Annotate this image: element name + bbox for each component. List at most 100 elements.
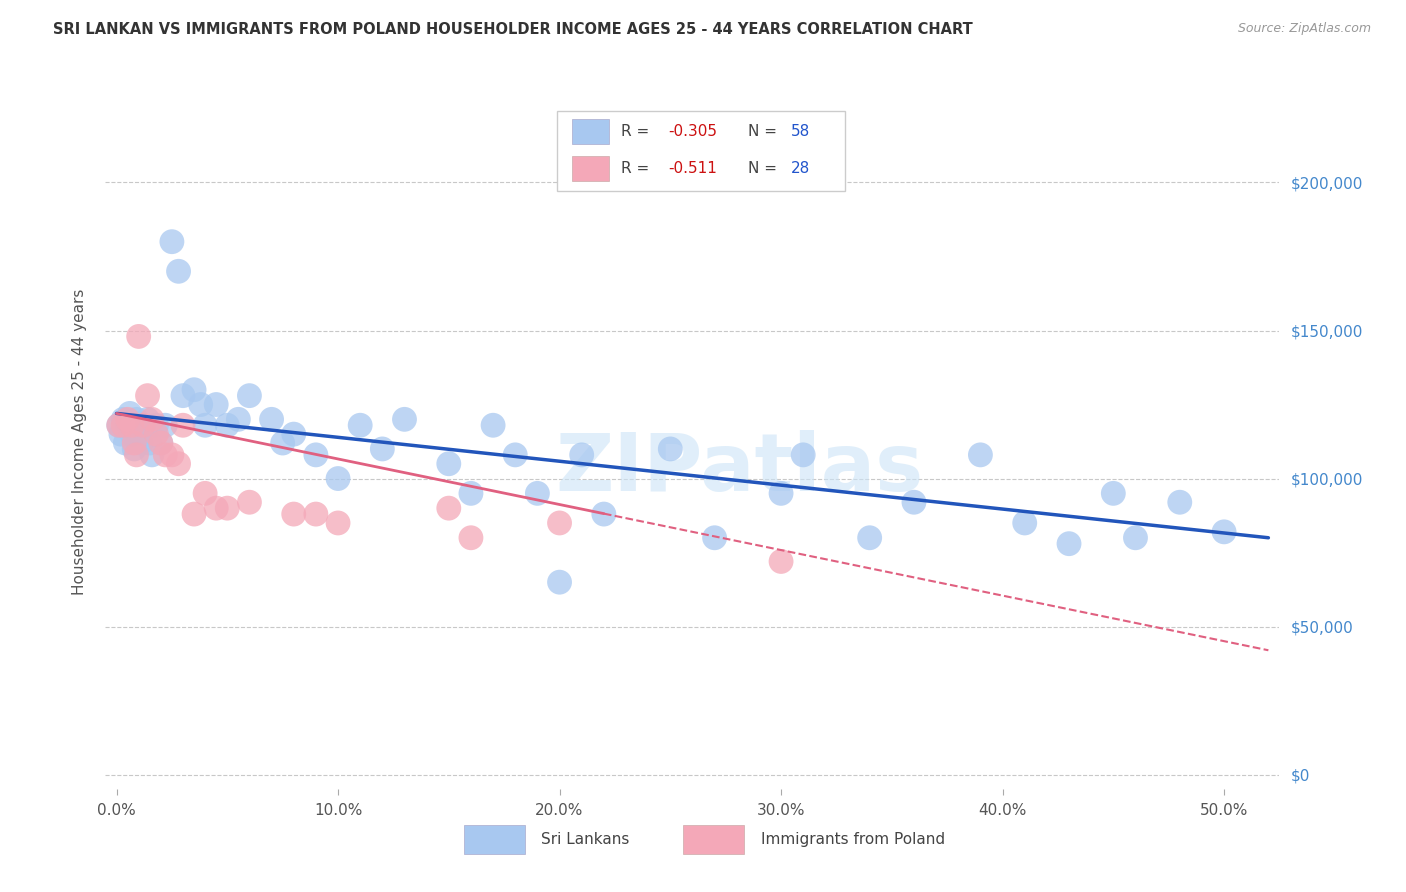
Point <box>172 389 194 403</box>
Point <box>183 507 205 521</box>
Point <box>228 412 250 426</box>
Point <box>283 427 305 442</box>
Text: R =: R = <box>621 161 650 176</box>
Point <box>183 383 205 397</box>
Point <box>118 406 141 420</box>
Point <box>703 531 725 545</box>
Point <box>190 398 212 412</box>
Point <box>548 516 571 530</box>
Point <box>136 389 159 403</box>
FancyBboxPatch shape <box>571 155 609 180</box>
Point <box>128 329 150 343</box>
Point <box>107 418 129 433</box>
Point <box>1014 516 1036 530</box>
Point <box>167 264 190 278</box>
Point <box>571 448 593 462</box>
Point <box>136 412 159 426</box>
Text: Immigrants from Poland: Immigrants from Poland <box>761 832 945 847</box>
Text: SRI LANKAN VS IMMIGRANTS FROM POLAND HOUSEHOLDER INCOME AGES 25 - 44 YEARS CORRE: SRI LANKAN VS IMMIGRANTS FROM POLAND HOU… <box>53 22 973 37</box>
Point <box>659 442 682 456</box>
Point <box>117 418 139 433</box>
Text: R =: R = <box>621 124 650 139</box>
Point <box>155 418 177 433</box>
Point <box>217 501 239 516</box>
Text: 58: 58 <box>792 124 810 139</box>
Point <box>371 442 394 456</box>
Point <box>326 471 349 485</box>
Point <box>107 418 129 433</box>
Point <box>134 427 156 442</box>
Point <box>969 448 991 462</box>
Y-axis label: Householder Income Ages 25 - 44 years: Householder Income Ages 25 - 44 years <box>72 288 87 595</box>
Point <box>1057 537 1080 551</box>
Point <box>145 427 167 442</box>
Point <box>128 424 150 438</box>
Point <box>394 412 416 426</box>
Point <box>526 486 548 500</box>
Point <box>482 418 505 433</box>
Point <box>205 501 228 516</box>
Point <box>121 418 143 433</box>
Point <box>460 486 482 500</box>
Point <box>903 495 925 509</box>
Point <box>149 436 172 450</box>
Point <box>437 457 460 471</box>
Text: -0.305: -0.305 <box>668 124 717 139</box>
Point <box>205 398 228 412</box>
Point <box>326 516 349 530</box>
Point <box>1102 486 1125 500</box>
Point <box>1125 531 1147 545</box>
Text: Source: ZipAtlas.com: Source: ZipAtlas.com <box>1237 22 1371 36</box>
Point <box>859 531 882 545</box>
Text: N =: N = <box>748 161 776 176</box>
Point <box>548 575 571 590</box>
Point <box>122 436 145 450</box>
Point <box>460 531 482 545</box>
Point <box>283 507 305 521</box>
Point <box>194 486 217 500</box>
Point <box>145 418 167 433</box>
Point <box>141 448 163 462</box>
Text: N =: N = <box>748 124 776 139</box>
Point <box>125 448 148 462</box>
Point <box>141 412 163 426</box>
Point <box>305 507 328 521</box>
Point <box>503 448 526 462</box>
Point <box>271 436 294 450</box>
Point <box>167 457 190 471</box>
Point <box>114 436 136 450</box>
Point <box>132 418 155 433</box>
Point <box>238 389 260 403</box>
Point <box>110 427 132 442</box>
Text: 28: 28 <box>792 161 810 176</box>
Point <box>349 418 371 433</box>
FancyBboxPatch shape <box>571 120 609 145</box>
Point <box>117 412 139 426</box>
Point <box>129 436 152 450</box>
Point <box>139 436 162 450</box>
FancyBboxPatch shape <box>557 111 845 191</box>
Point <box>260 412 283 426</box>
Point <box>770 554 793 568</box>
Point <box>592 507 614 521</box>
Text: ZIPatlas: ZIPatlas <box>555 430 924 508</box>
Point <box>160 235 183 249</box>
Text: Sri Lankans: Sri Lankans <box>541 832 630 847</box>
Point <box>792 448 814 462</box>
Point <box>122 442 145 456</box>
Point <box>112 412 135 426</box>
Point <box>194 418 217 433</box>
Point <box>149 436 172 450</box>
Point <box>1168 495 1191 509</box>
FancyBboxPatch shape <box>683 825 744 855</box>
Point <box>155 448 177 462</box>
Point <box>160 448 183 462</box>
Point <box>217 418 239 433</box>
Point <box>121 427 143 442</box>
Point <box>770 486 793 500</box>
Text: -0.511: -0.511 <box>668 161 717 176</box>
Point <box>437 501 460 516</box>
FancyBboxPatch shape <box>464 825 524 855</box>
Point <box>112 418 135 433</box>
Point <box>172 418 194 433</box>
